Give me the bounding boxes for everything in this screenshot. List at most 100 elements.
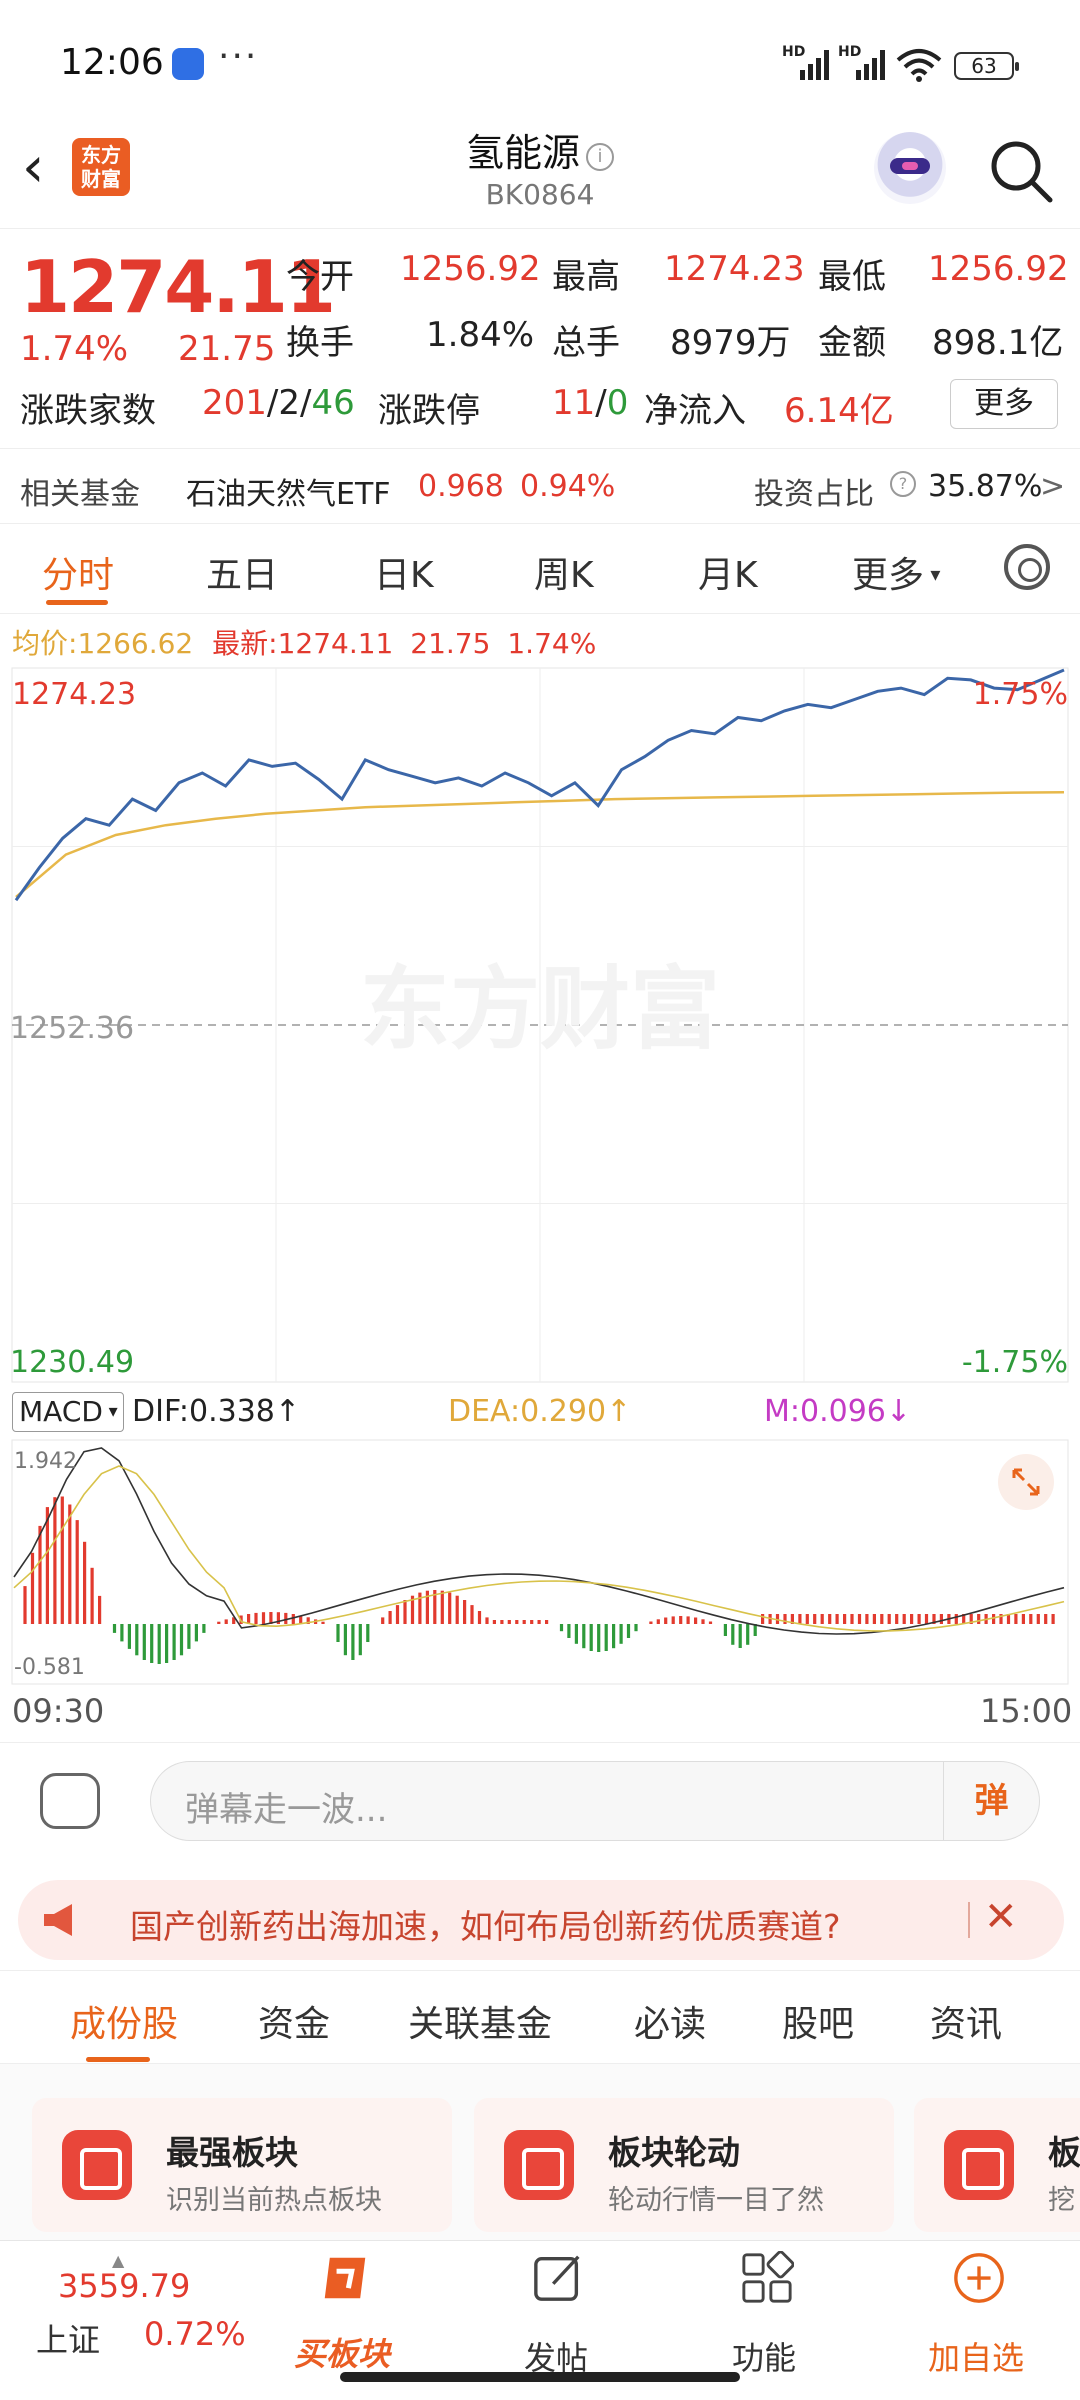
macd-bar xyxy=(75,1520,79,1624)
macd-bar xyxy=(127,1624,131,1649)
nav-add-watchlist[interactable]: 加自选 xyxy=(920,2241,1040,2400)
latest-value: 1274.11 xyxy=(277,627,394,660)
macd-bar xyxy=(1006,1614,1011,1624)
macd-bar xyxy=(805,1614,809,1624)
expand-button[interactable] xyxy=(998,1454,1054,1510)
macd-bar xyxy=(865,1614,869,1624)
macd-bar xyxy=(1029,1614,1033,1624)
macd-bar xyxy=(217,1621,221,1624)
macd-bar xyxy=(60,1496,64,1624)
macd-bar xyxy=(403,1600,407,1624)
megaphone-icon xyxy=(44,1904,72,1936)
related-fund-row[interactable]: 相关基金 石油天然气ETF 0.968 0.94% 投资占比 ? 35.87% … xyxy=(0,448,1080,524)
tab-constituents[interactable]: 成份股 xyxy=(70,2004,179,2045)
card-sector-rotation[interactable]: 板块轮动 轮动行情一目了然 xyxy=(474,2098,894,2232)
dif-value: DIF:0.338↑ xyxy=(132,1394,301,1429)
macd-chart[interactable]: 1.942 -0.581 xyxy=(0,1438,1080,1688)
help-icon[interactable]: ? xyxy=(890,471,916,497)
back-button[interactable]: ‹ xyxy=(22,135,45,200)
tab-news[interactable]: 资讯 xyxy=(930,2004,1003,2045)
tab-five-day[interactable]: 五日 xyxy=(206,555,279,596)
macd-bar xyxy=(261,1612,266,1624)
card-partial[interactable]: 板 挖 xyxy=(914,2098,1080,2232)
macd-bar xyxy=(753,1624,757,1636)
chart-period-tabs: 分时 五日 日K 周K 月K 更多 ▾ xyxy=(0,524,1080,614)
ai-assistant-icon[interactable] xyxy=(874,132,946,204)
tab-daily-k[interactable]: 日K xyxy=(374,555,434,596)
macd-bar xyxy=(679,1616,683,1624)
macd-bar xyxy=(68,1504,72,1624)
promo-notice[interactable]: 国产创新药出海加速，如何布局创新药优质赛道? ✕ xyxy=(18,1880,1064,1960)
danmu-toggle-button[interactable]: 弹 xyxy=(943,1762,1039,1840)
home-indicator[interactable] xyxy=(340,2372,740,2382)
tab-intraday[interactable]: 分时 xyxy=(42,555,115,596)
card-strongest-sector[interactable]: 最强板块 识别当前热点板块 xyxy=(32,2098,452,2232)
macd-bar xyxy=(165,1624,169,1663)
more-button[interactable]: 更多 xyxy=(950,379,1058,429)
ratio-value: 35.87% xyxy=(928,469,1043,504)
volume-value: 8979万 xyxy=(670,323,791,363)
strongest-sector-icon xyxy=(62,2130,132,2200)
macd-bar xyxy=(887,1614,891,1624)
macd-bar xyxy=(634,1624,638,1632)
macd-bar xyxy=(828,1614,832,1624)
tab-related-funds[interactable]: 关联基金 xyxy=(408,2004,553,2045)
macd-bar xyxy=(559,1624,564,1632)
macd-bar xyxy=(783,1614,787,1624)
tab-forum[interactable]: 股吧 xyxy=(782,2004,855,2045)
nav-functions[interactable]: 功能 xyxy=(718,2241,818,2400)
nav-label: 加自选 xyxy=(928,2339,1025,2377)
macd-bar xyxy=(694,1617,698,1624)
chart-legend: 均价:1266.62 最新:1274.11 21.75 1.74% xyxy=(12,622,596,662)
time-start: 09:30 xyxy=(12,1692,105,1730)
tab-monthly-k[interactable]: 月K xyxy=(698,555,758,596)
high-label: 最高 xyxy=(552,257,620,297)
fund-name[interactable]: 石油天然气ETF xyxy=(186,477,391,512)
macd-bar xyxy=(977,1614,981,1624)
danmu-input[interactable]: 弹幕走一波... 弹 xyxy=(150,1761,1040,1841)
macd-bar xyxy=(954,1614,958,1624)
indicator-select[interactable]: MACD ▾ xyxy=(12,1392,124,1432)
macd-bar xyxy=(992,1614,996,1624)
settings-gear-icon[interactable] xyxy=(1004,544,1050,590)
macd-bar xyxy=(477,1611,482,1624)
comment-list-icon[interactable] xyxy=(40,1773,100,1829)
macd-bar xyxy=(604,1624,608,1651)
avg-value: 1266.62 xyxy=(77,627,194,660)
notice-text[interactable]: 国产创新药出海加速，如何布局创新药优质赛道? xyxy=(130,1907,841,1946)
tab-funds-flow[interactable]: 资金 xyxy=(258,2004,331,2045)
macd-bar xyxy=(686,1616,690,1624)
nav-label: 发帖 xyxy=(524,2339,589,2377)
intraday-chart[interactable]: 东方财富 1274.23 1252.36 1230.49 1.75% -1.75… xyxy=(0,660,1080,1390)
macd-bar xyxy=(351,1624,355,1660)
avg-label: 均价: xyxy=(12,627,78,660)
tab-more[interactable]: 更多 ▾ xyxy=(852,555,941,596)
price-line xyxy=(14,668,1065,902)
page-title: 氢能源 i xyxy=(0,122,1080,177)
info-icon[interactable]: i xyxy=(586,143,614,171)
axis-top-price: 1274.23 xyxy=(12,677,136,712)
macd-bar xyxy=(857,1614,862,1624)
macd-bar xyxy=(38,1525,42,1624)
macd-bar xyxy=(813,1614,817,1624)
card-subtitle: 识别当前热点板块 xyxy=(166,2185,382,2216)
search-icon[interactable] xyxy=(986,136,1056,206)
chevron-right-icon[interactable]: > xyxy=(1040,469,1066,504)
change-pct: 1.74% xyxy=(20,329,129,369)
close-icon[interactable]: ✕ xyxy=(984,1894,1018,1940)
brand-logo[interactable]: 东方 财富 xyxy=(72,138,130,196)
macd-bar xyxy=(545,1620,549,1624)
macd-bar xyxy=(872,1614,876,1624)
index-ticker[interactable]: ▲ 3559.79 上证 0.72% xyxy=(36,2251,246,2381)
nav-buy-sector[interactable]: 买板块 xyxy=(290,2241,410,2400)
latest-label: 最新: xyxy=(212,627,278,660)
chart-grid xyxy=(11,667,1069,1383)
tab-must-read[interactable]: 必读 xyxy=(634,2004,707,2045)
macd-axis-top: 1.942 xyxy=(14,1449,77,1474)
macd-bar xyxy=(701,1619,705,1624)
amount-value: 898.1亿 xyxy=(932,323,1064,363)
macd-bar xyxy=(45,1507,49,1624)
macd-bar xyxy=(366,1624,370,1642)
nav-post[interactable]: 发帖 xyxy=(510,2241,610,2400)
tab-weekly-k[interactable]: 周K xyxy=(534,555,594,596)
